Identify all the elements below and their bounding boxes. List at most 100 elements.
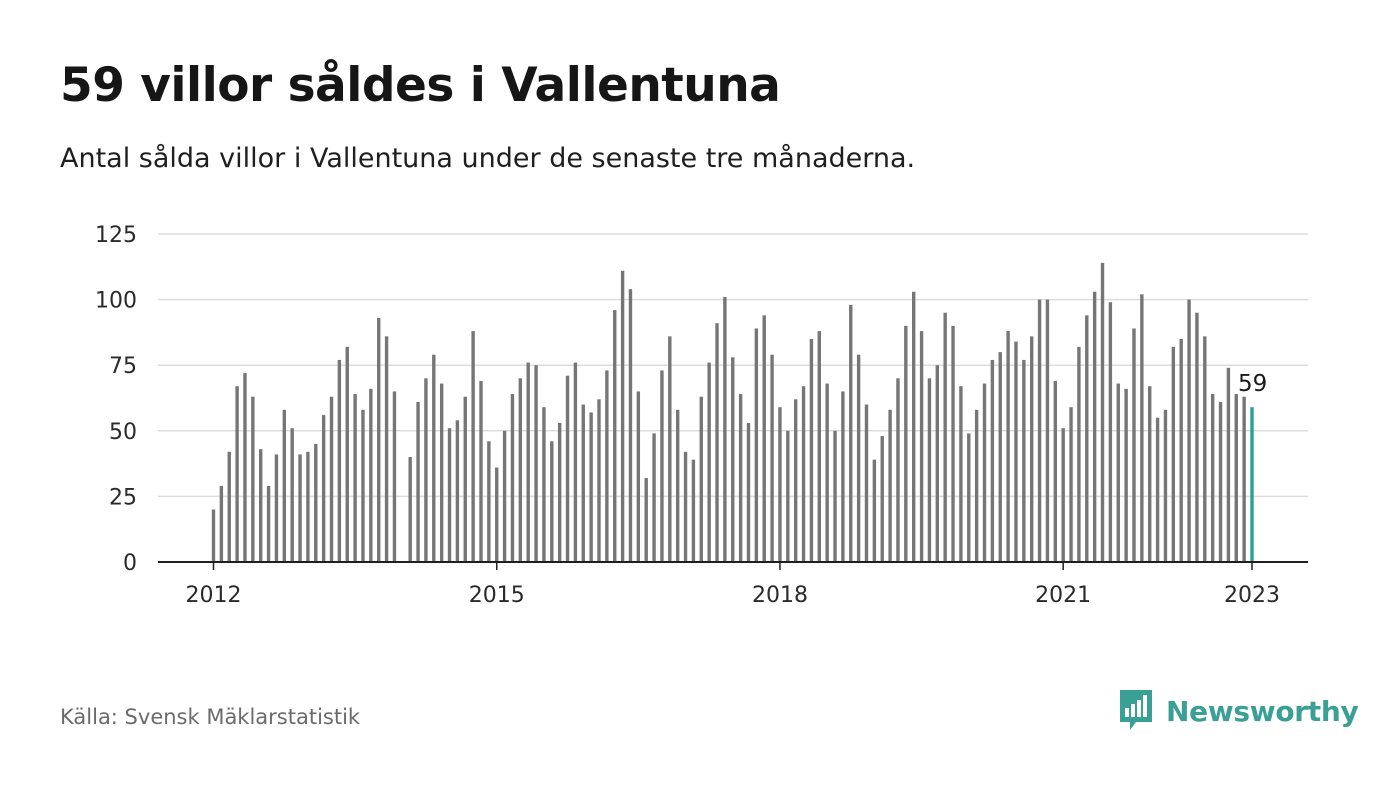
bar xyxy=(912,291,916,562)
bar xyxy=(841,391,845,562)
bar xyxy=(416,401,420,562)
bar xyxy=(306,451,310,562)
bar xyxy=(353,394,357,562)
bar xyxy=(259,449,263,562)
bar xyxy=(974,409,979,562)
bar xyxy=(856,354,861,562)
bar xyxy=(369,388,373,562)
bar xyxy=(644,478,648,562)
bar xyxy=(384,336,389,562)
bar-highlight xyxy=(1250,407,1254,562)
bar xyxy=(1092,291,1097,562)
bar xyxy=(1108,302,1113,562)
y-tick-label: 25 xyxy=(109,485,137,510)
bar xyxy=(660,370,664,562)
bar xyxy=(329,396,334,562)
bar xyxy=(557,422,562,562)
bar xyxy=(1053,380,1058,562)
bar xyxy=(1132,328,1136,562)
bar xyxy=(1163,409,1168,562)
bar xyxy=(345,346,349,562)
bar xyxy=(597,399,601,562)
bar xyxy=(754,328,759,562)
bar xyxy=(337,359,342,562)
bar xyxy=(510,394,515,562)
bar xyxy=(392,391,397,562)
bar xyxy=(1030,336,1034,562)
bar xyxy=(550,441,554,562)
y-tick-label: 50 xyxy=(109,420,137,445)
bar xyxy=(746,422,751,562)
x-tick-label: 2023 xyxy=(1224,583,1280,608)
bar xyxy=(1203,336,1207,562)
bar xyxy=(699,396,703,562)
bar xyxy=(314,443,318,562)
bar xyxy=(573,362,578,562)
bar xyxy=(298,454,302,562)
bar xyxy=(1195,312,1199,562)
bar xyxy=(927,378,932,562)
x-tick-label: 2012 xyxy=(186,583,242,608)
bar xyxy=(880,436,884,562)
bar xyxy=(424,378,428,562)
bar xyxy=(833,430,837,562)
bar xyxy=(1226,367,1231,562)
bar xyxy=(479,380,483,562)
bar xyxy=(455,420,460,562)
brand-name: Newsworthy xyxy=(1166,694,1359,728)
bar xyxy=(1140,294,1144,562)
bar xyxy=(377,317,381,562)
highlight-value-label: 59 xyxy=(1238,371,1267,397)
bar xyxy=(243,373,247,562)
bar xyxy=(943,312,947,562)
bar xyxy=(738,394,743,562)
chart-subtitle: Antal sålda villor i Vallentuna under de… xyxy=(60,143,916,174)
bar xyxy=(321,415,326,562)
bar xyxy=(990,359,995,562)
bar xyxy=(691,459,696,562)
bar xyxy=(872,459,877,562)
bar xyxy=(282,409,287,562)
bar xyxy=(935,365,940,562)
bar xyxy=(613,310,617,562)
source-note: Källa: Svensk Mäklarstatistik xyxy=(60,705,361,729)
newsworthy-bar-chart-icon xyxy=(1120,690,1152,730)
chart-title: 59 villor såldes i Vallentuna xyxy=(60,58,781,113)
x-tick-label: 2021 xyxy=(1035,583,1091,608)
x-tick-label: 2015 xyxy=(469,583,525,608)
bar xyxy=(1085,315,1089,562)
bar xyxy=(723,296,727,562)
bar xyxy=(1171,346,1176,562)
y-tick-label: 0 xyxy=(123,551,137,576)
bar xyxy=(1006,331,1010,562)
bar xyxy=(439,383,444,562)
bar xyxy=(801,386,806,562)
bar xyxy=(1061,428,1065,562)
bar xyxy=(1037,299,1042,562)
bar xyxy=(463,396,467,562)
bar xyxy=(447,428,452,562)
bar xyxy=(502,430,507,562)
bar xyxy=(581,404,585,562)
bar xyxy=(266,485,271,562)
bar xyxy=(1069,407,1073,562)
bar xyxy=(1014,341,1018,562)
bar xyxy=(274,454,279,562)
bar xyxy=(620,270,625,562)
bar xyxy=(1218,401,1223,562)
bar xyxy=(770,354,774,562)
bar xyxy=(1155,417,1160,562)
bar xyxy=(1116,383,1120,562)
bar xyxy=(967,433,971,562)
bar xyxy=(864,404,869,562)
bar xyxy=(526,362,530,562)
bar xyxy=(605,370,609,562)
bar xyxy=(951,325,955,562)
bar xyxy=(793,399,798,562)
bar xyxy=(542,407,546,562)
bar xyxy=(495,467,499,562)
brand-logo[interactable]: Newsworthy xyxy=(1118,688,1359,734)
bar xyxy=(219,485,224,562)
bar xyxy=(652,433,656,562)
bar xyxy=(432,354,436,562)
